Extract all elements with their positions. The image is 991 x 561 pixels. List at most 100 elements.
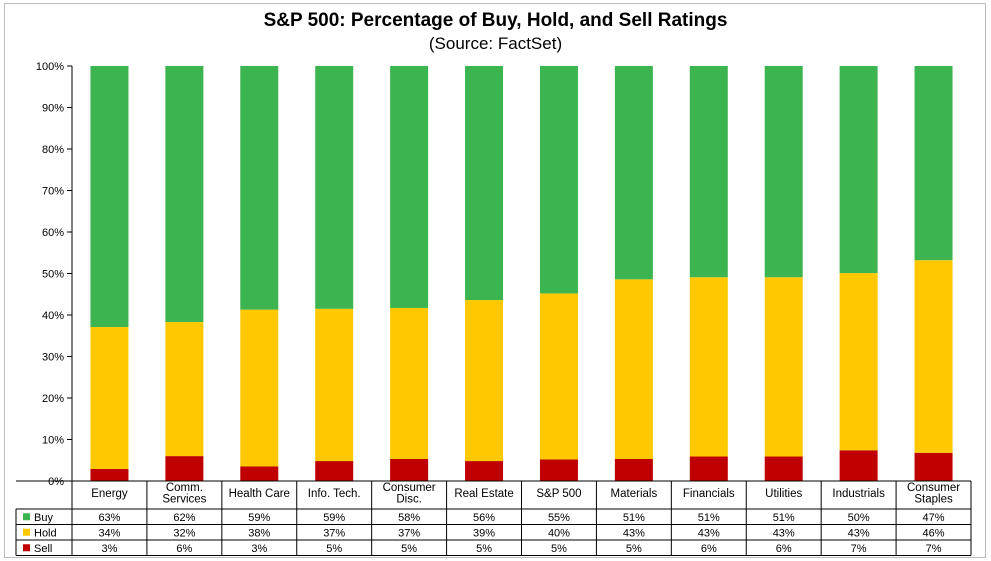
y-tick-label: 100% xyxy=(36,61,64,73)
data-label-sell: 3% xyxy=(251,543,267,555)
bar-buy xyxy=(539,66,578,294)
bar-sell xyxy=(539,459,578,481)
bar-buy xyxy=(240,66,279,310)
data-label-hold: 34% xyxy=(98,527,120,539)
bar-hold xyxy=(614,279,653,460)
data-label-buy: 59% xyxy=(248,512,270,524)
y-tick-label: 40% xyxy=(42,310,64,322)
bar-hold xyxy=(839,273,878,451)
y-tick-label: 70% xyxy=(42,186,64,198)
data-label-hold: 43% xyxy=(773,527,795,539)
category-label: Info. Tech. xyxy=(308,488,361,500)
legend-label-hold: Hold xyxy=(34,527,57,539)
bar-buy xyxy=(465,66,504,301)
data-label-sell: 6% xyxy=(701,543,717,555)
chart-title: S&P 500: Percentage of Buy, Hold, and Se… xyxy=(263,10,728,31)
category-label: Services xyxy=(162,494,206,506)
data-label-buy: 51% xyxy=(773,512,795,524)
data-label-sell: 5% xyxy=(476,543,492,555)
data-label-sell: 5% xyxy=(551,543,567,555)
bar-buy xyxy=(689,66,728,278)
category-label: Consumer xyxy=(907,482,960,494)
bar-hold xyxy=(240,309,279,467)
legend-swatch-buy xyxy=(23,513,30,521)
legend-swatch-hold xyxy=(23,528,30,536)
bar-hold xyxy=(914,260,953,453)
y-tick-label: 0% xyxy=(48,476,64,488)
bar-buy xyxy=(839,66,878,274)
bar-sell xyxy=(240,466,279,481)
category-label: Consumer xyxy=(383,482,436,494)
data-label-sell: 5% xyxy=(401,543,417,555)
y-tick-label: 30% xyxy=(42,352,64,364)
bar-hold xyxy=(90,327,129,469)
legend-label-buy: Buy xyxy=(34,512,53,524)
category-label: Real Estate xyxy=(454,488,513,500)
category-label: Disc. xyxy=(396,494,422,506)
category-label: Comm. xyxy=(166,482,203,494)
bar-buy xyxy=(390,66,429,308)
data-label-hold: 37% xyxy=(323,527,345,539)
data-label-buy: 62% xyxy=(173,512,195,524)
bar-sell xyxy=(689,456,728,481)
bar-buy xyxy=(614,66,653,280)
bar-sell xyxy=(315,461,354,481)
bar-hold xyxy=(539,293,578,460)
data-label-buy: 59% xyxy=(323,512,345,524)
data-label-sell: 6% xyxy=(176,543,192,555)
bar-sell xyxy=(165,456,204,481)
legend-label-sell: Sell xyxy=(34,543,52,555)
data-label-buy: 51% xyxy=(623,512,645,524)
bar-hold xyxy=(390,307,429,460)
data-label-hold: 43% xyxy=(623,527,645,539)
data-label-hold: 37% xyxy=(398,527,420,539)
legend-swatch-sell xyxy=(23,544,30,552)
data-label-hold: 43% xyxy=(848,527,870,539)
category-label: S&P 500 xyxy=(536,488,581,500)
bar-hold xyxy=(315,308,354,462)
category-label: Staples xyxy=(914,494,953,506)
y-tick-label: 20% xyxy=(42,393,64,405)
chart-frame xyxy=(4,3,986,558)
y-tick-label: 50% xyxy=(42,269,64,281)
data-label-hold: 38% xyxy=(248,527,270,539)
data-label-hold: 46% xyxy=(923,527,945,539)
y-tick-label: 90% xyxy=(42,103,64,115)
data-label-buy: 47% xyxy=(923,512,945,524)
data-label-sell: 3% xyxy=(102,543,118,555)
bar-sell xyxy=(914,452,953,481)
y-tick-label: 80% xyxy=(42,144,64,156)
bar-sell xyxy=(839,450,878,481)
data-label-buy: 50% xyxy=(848,512,870,524)
bar-buy xyxy=(315,66,354,309)
y-tick-label: 60% xyxy=(42,227,64,239)
category-label: Financials xyxy=(683,488,735,500)
data-label-sell: 7% xyxy=(851,543,867,555)
data-label-hold: 40% xyxy=(548,527,570,539)
category-label: Materials xyxy=(611,488,658,500)
bar-buy xyxy=(914,66,953,261)
data-label-buy: 58% xyxy=(398,512,420,524)
y-tick-label: 10% xyxy=(42,435,64,447)
data-label-buy: 55% xyxy=(548,512,570,524)
data-label-sell: 7% xyxy=(926,543,942,555)
category-label: Health Care xyxy=(229,488,290,500)
bar-sell xyxy=(465,461,504,481)
data-label-sell: 5% xyxy=(626,543,642,555)
data-label-buy: 63% xyxy=(98,512,120,524)
chart-subtitle: (Source: FactSet) xyxy=(428,34,563,53)
bar-buy xyxy=(90,66,129,328)
bar-hold xyxy=(465,300,504,462)
data-label-buy: 51% xyxy=(698,512,720,524)
bar-buy xyxy=(165,66,204,323)
category-label: Utilities xyxy=(765,488,802,500)
data-label-hold: 39% xyxy=(473,527,495,539)
data-label-hold: 32% xyxy=(173,527,195,539)
bar-hold xyxy=(764,277,803,457)
bar-hold xyxy=(689,277,728,457)
bar-sell xyxy=(614,459,653,481)
data-label-sell: 5% xyxy=(326,543,342,555)
bar-buy xyxy=(764,66,803,278)
bar-sell xyxy=(764,456,803,481)
